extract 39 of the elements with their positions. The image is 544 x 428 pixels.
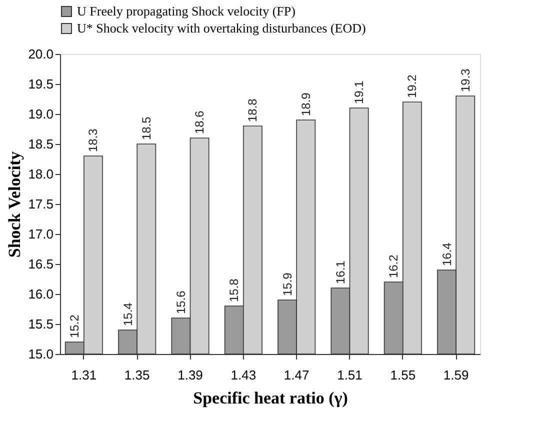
legend-label: U* Shock velocity with overtaking disturbances (EOD) <box>77 20 366 36</box>
data-label: 15.2 <box>68 314 82 338</box>
data-label: 15.8 <box>227 278 242 302</box>
data-label: 19.2 <box>405 74 420 98</box>
data-label: 16.1 <box>333 260 348 284</box>
y-tick-label: 15.0 <box>28 346 54 362</box>
x-tick-label: 1.39 <box>178 368 203 382</box>
y-tick-label: 17.5 <box>28 196 54 212</box>
data-label: 18.6 <box>192 110 207 134</box>
x-tick-label: 1.35 <box>124 368 150 382</box>
y-tick-label: 19.0 <box>28 106 54 122</box>
x-tick-label: 1.59 <box>443 368 469 382</box>
y-tick-label: 17.0 <box>28 226 54 242</box>
data-label: 18.3 <box>86 128 100 152</box>
data-label: 19.3 <box>458 68 472 92</box>
x-axis-title: Specific heat ratio (γ) <box>193 388 348 408</box>
x-tick-label: 1.43 <box>230 368 256 382</box>
x-tick-label: 1.51 <box>337 368 362 382</box>
y-tick-label: 18.5 <box>28 136 54 152</box>
y-tick-label: 16.0 <box>28 286 54 302</box>
y-tick-label: 15.5 <box>28 316 54 332</box>
data-label: 16.2 <box>386 254 401 278</box>
data-label: 15.4 <box>120 302 135 326</box>
x-tick-label: 1.55 <box>390 368 416 382</box>
legend-label: U Freely propagating Shock velocity (FP) <box>77 4 296 18</box>
data-label: 18.5 <box>139 116 154 140</box>
data-label: 18.8 <box>246 98 260 122</box>
data-label: 19.1 <box>352 80 366 104</box>
data-label: 16.4 <box>440 242 454 266</box>
y-tick-label: 18.0 <box>28 166 54 182</box>
y-tick-label: 16.5 <box>28 256 54 272</box>
data-label: 18.9 <box>298 92 313 116</box>
x-tick-label: 1.47 <box>284 368 310 382</box>
x-tick-label: 1.31 <box>71 368 97 382</box>
y-tick-label: 20.0 <box>28 46 54 62</box>
y-tick-label: 19.5 <box>28 76 54 92</box>
data-label: 15.9 <box>280 272 294 296</box>
data-label: 15.6 <box>174 290 188 314</box>
y-axis-title: Shock Velocity <box>5 150 24 258</box>
